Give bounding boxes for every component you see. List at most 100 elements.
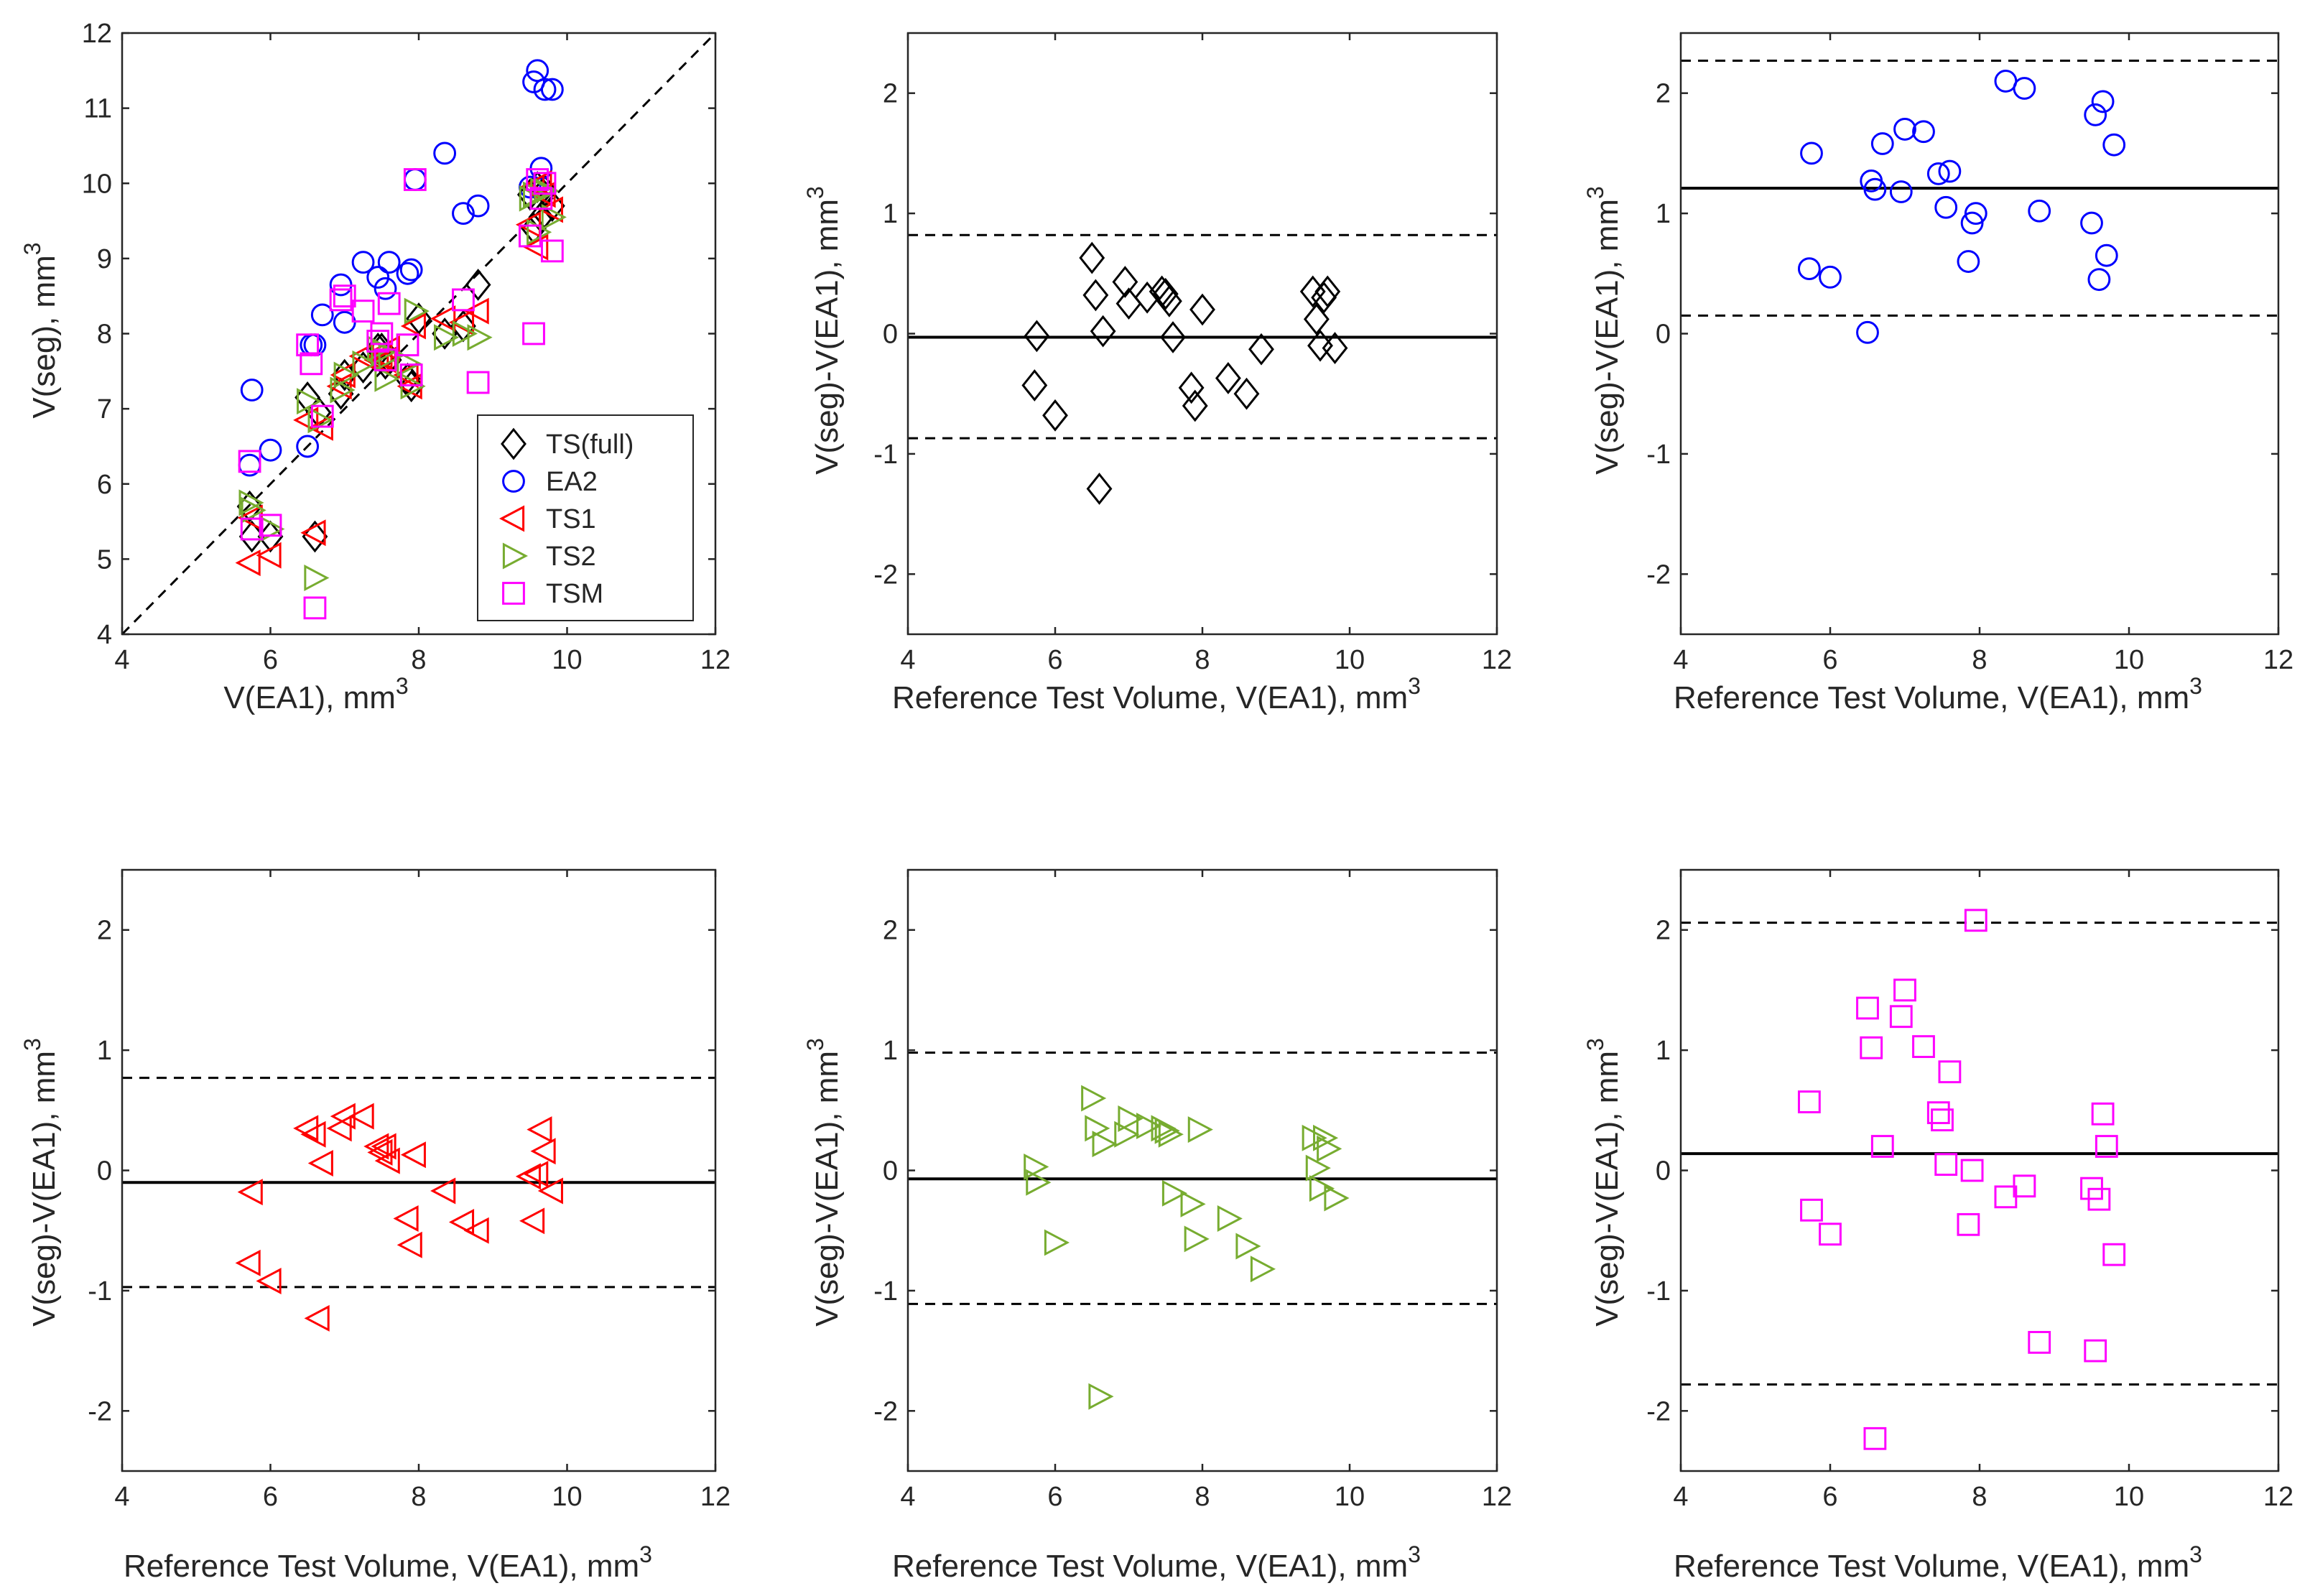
- data-point: [1081, 1085, 1107, 1112]
- tick-labels: 4 6 8 10 12 4 5 6 7 8 9 10 11 12: [82, 19, 730, 675]
- x-tick-label: 4: [114, 1482, 129, 1512]
- x-tick-label: 4: [900, 1482, 915, 1512]
- data-point: [240, 517, 264, 541]
- y-tick-label: 1: [883, 199, 898, 229]
- data-point: [533, 78, 557, 101]
- x-tick-label: 4: [114, 645, 129, 675]
- data-point: [296, 333, 320, 357]
- x-tick-label: 8: [1195, 645, 1210, 675]
- data-point: [351, 300, 375, 323]
- data-markers: [908, 33, 1497, 634]
- y-tick-label: 2: [883, 79, 898, 109]
- data-point: [302, 520, 328, 553]
- data-point: [1215, 362, 1241, 394]
- data-point: [333, 284, 356, 308]
- y-tick-label: 1: [1656, 199, 1671, 229]
- data-point: [1305, 1154, 1331, 1182]
- y-tick-label: 2: [97, 916, 112, 946]
- triangle-right-marker-icon: [502, 542, 529, 570]
- data-point: [1161, 1179, 1188, 1207]
- data-point: [1797, 1090, 1821, 1113]
- legend-marker: [502, 582, 525, 605]
- data-point: [2102, 133, 2126, 157]
- data-point: [2013, 77, 2036, 100]
- y-tick-label: 5: [97, 544, 112, 575]
- data-point: [1870, 132, 1894, 155]
- data-point: [452, 320, 478, 347]
- y-tick-label: 12: [82, 19, 112, 49]
- data-point: [1313, 1124, 1339, 1151]
- x-tick-label: 4: [1673, 1482, 1688, 1512]
- data-point: [1118, 1105, 1144, 1133]
- data-markers: [908, 870, 1497, 1471]
- data-point: [398, 370, 425, 403]
- data-point: [1819, 265, 1842, 289]
- y-tick-label: -2: [873, 560, 898, 590]
- y-axis-label: V(seg)-V(EA1), mm3: [802, 1038, 845, 1327]
- data-point: [1314, 275, 1341, 308]
- axes-frame: [121, 32, 717, 636]
- y-tick-label: 0: [1656, 320, 1671, 350]
- data-point: [1180, 1190, 1206, 1217]
- data-point: [1158, 1121, 1184, 1148]
- data-markers: [122, 870, 715, 1471]
- data-point: [1152, 277, 1179, 310]
- y-tick-label: 0: [883, 320, 898, 350]
- data-point: [532, 175, 558, 208]
- data-point: [363, 346, 389, 374]
- x-tick-label: 10: [1335, 645, 1365, 675]
- y-tick-label: -2: [1646, 560, 1671, 590]
- legend-item-ts2: TS2: [502, 542, 596, 572]
- data-point: [1026, 1169, 1052, 1196]
- data-point: [1957, 250, 1980, 273]
- data-point: [329, 288, 353, 312]
- x-tick-label: 6: [1047, 645, 1062, 675]
- plot-area: [908, 870, 1497, 1471]
- triangle-left-marker-icon: [498, 505, 525, 532]
- data-point: [540, 239, 564, 263]
- data-point: [1322, 332, 1348, 364]
- y-axis-label: V(seg)-V(EA1), mm3: [1582, 1038, 1625, 1327]
- data-point: [530, 1138, 556, 1165]
- y-axis-label: V(seg), mm3: [19, 242, 62, 418]
- data-point: [1964, 202, 1987, 226]
- y-tick-label: -2: [873, 1396, 898, 1426]
- data-point: [1217, 1205, 1243, 1232]
- plot-area: [1681, 33, 2278, 634]
- data-point: [533, 172, 557, 195]
- data-point: [1819, 1222, 1842, 1246]
- x-tick-label: 12: [1482, 645, 1512, 675]
- legend-item-ts1: TS1: [498, 504, 596, 534]
- data-point: [399, 258, 423, 282]
- axes-frame: [906, 868, 1498, 1472]
- y-tick-label: 10: [82, 169, 112, 199]
- data-point: [374, 277, 397, 300]
- data-point: [1317, 1135, 1342, 1162]
- data-point: [396, 1231, 422, 1258]
- data-point: [363, 1133, 389, 1160]
- data-point: [293, 407, 319, 434]
- data-point: [1086, 473, 1113, 505]
- y-tick-label: 11: [84, 94, 112, 124]
- legend-label: TS2: [546, 542, 596, 572]
- x-tick-label: 8: [1195, 1482, 1210, 1512]
- x-tick-label: 10: [1335, 1482, 1365, 1512]
- data-point: [2084, 103, 2107, 126]
- data-point: [2087, 268, 2111, 292]
- data-point: [448, 1208, 475, 1235]
- data-point: [1800, 1198, 1823, 1222]
- data-point: [1024, 1153, 1049, 1180]
- data-point: [303, 596, 327, 620]
- x-tick-label: 6: [1047, 1482, 1062, 1512]
- data-point: [304, 1304, 330, 1332]
- data-point: [374, 365, 400, 392]
- y-tick-label: -2: [88, 1396, 112, 1426]
- data-point: [404, 297, 430, 325]
- data-point: [1860, 1036, 1883, 1059]
- data-point: [452, 202, 475, 226]
- data-point: [1303, 303, 1330, 335]
